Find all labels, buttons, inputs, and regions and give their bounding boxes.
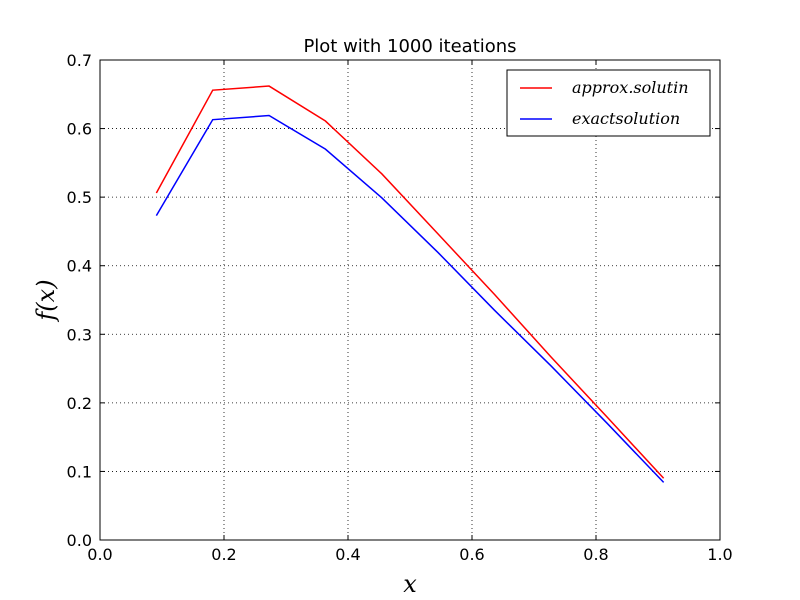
x-tick-label: 0.8 [583,545,608,564]
y-tick-label: 0.1 [67,462,92,481]
y-tick-label: 0.3 [67,325,92,344]
x-axis-label: x [403,570,417,598]
y-axis-label: f(x) [32,279,60,322]
ticks [99,59,721,541]
x-tick-label: 0.0 [87,545,112,564]
series-layer [155,85,665,483]
y-tick-label: 0.2 [67,394,92,413]
y-tick-label: 0.7 [67,51,92,70]
legend: approx.solutin exactsolution [506,69,711,137]
legend-box [506,69,711,137]
legend-label-approx: approx.solutin [572,78,689,97]
y-tick-label: 0.4 [67,257,92,276]
y-tick-label: 0.6 [67,120,92,139]
tick-labels: 0.0 0.2 0.4 0.6 0.8 1.0 0.0 0.1 0.2 0.3 0.4 0.5 0.6 0… [67,51,733,564]
x-tick-label: 1.0 [707,545,732,564]
legend-label-exact: exactsolution [572,109,680,128]
y-tick-label: 0.0 [67,531,92,550]
series-line-exactsolution [155,114,665,483]
chart-title: Plot with 1000 iteations [303,36,516,57]
series-line-approx-solutin [155,85,665,479]
plot-frame [99,59,721,541]
x-tick-label: 0.4 [335,545,360,564]
y-tick-label: 0.5 [67,188,92,207]
x-tick-label: 0.2 [211,545,236,564]
x-tick-label: 0.6 [459,545,484,564]
